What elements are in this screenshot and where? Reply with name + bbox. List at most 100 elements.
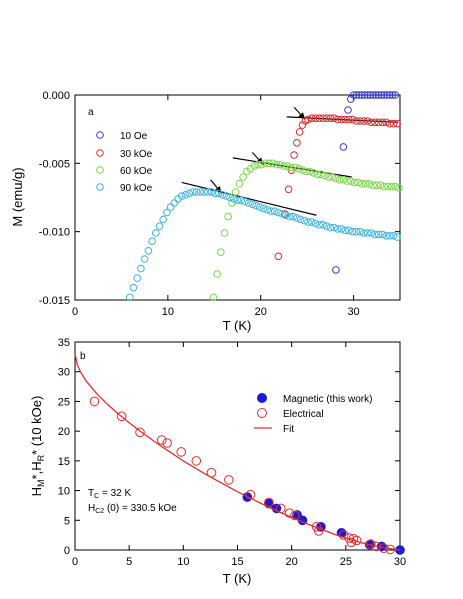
60-koe-point <box>339 175 348 184</box>
60-koe-point <box>309 169 318 177</box>
30-koe-point <box>341 115 350 124</box>
electrical-point <box>290 510 300 521</box>
60-koe-point <box>343 177 351 185</box>
90-koe-point <box>345 226 353 235</box>
60-koe-point <box>254 160 262 169</box>
90-koe-point <box>159 215 167 224</box>
10-oe-point <box>372 91 380 99</box>
90-koe-point <box>163 208 171 217</box>
60-koe-point <box>295 165 303 173</box>
90-koe-point <box>244 199 253 207</box>
30-koe-point <box>290 151 298 159</box>
10-oe-point <box>369 91 377 99</box>
panel-b-xlabel: T (K) <box>223 571 252 586</box>
electrical-point <box>135 427 145 438</box>
panel-a-xlabel: T (K) <box>223 318 252 333</box>
y-tick-label: 0.000 <box>42 90 70 102</box>
60-koe-point <box>317 170 325 179</box>
x-tick-label: 5 <box>126 556 132 568</box>
60-koe-point <box>373 181 381 189</box>
90-koe-point <box>256 203 264 211</box>
60-koe-point <box>220 229 229 237</box>
90-koe-point <box>137 264 145 273</box>
30-koe-point <box>295 128 304 136</box>
90-koe-point <box>363 229 372 237</box>
10-oe-point <box>352 91 361 99</box>
electrical-point <box>245 489 256 500</box>
panel-a-legend: 10 Oe 30 kOe 60 kOe 90 kOe <box>96 131 153 194</box>
electrical-point <box>224 475 234 485</box>
90-koe-point <box>200 188 208 196</box>
90-koe-point <box>293 214 301 222</box>
90-koe-point <box>389 232 398 240</box>
60-koe-point <box>209 293 218 302</box>
30-koe-point <box>311 114 320 122</box>
60-koe-point <box>213 270 221 278</box>
panel-a-ticks <box>74 94 400 301</box>
90-koe-point <box>126 293 134 302</box>
60-koe-point <box>272 160 281 169</box>
90-koe-point <box>152 229 160 237</box>
30-koe-point <box>308 114 316 122</box>
10-oe-point <box>349 91 358 99</box>
60-koe-point <box>358 180 366 188</box>
y-tick-label: 15 <box>58 456 70 468</box>
30-koe-point <box>393 119 402 128</box>
legend-electrical-label: Electrical <box>283 409 324 420</box>
60-koe-point <box>224 212 232 221</box>
legend-magnetic-marker <box>257 393 267 403</box>
x-tick-label: 0 <box>72 306 78 318</box>
30-koe-point <box>378 118 387 127</box>
60-koe-point <box>231 188 240 196</box>
90-koe-point <box>222 192 231 200</box>
60-koe-point <box>239 173 247 181</box>
30-koe-point <box>345 115 353 124</box>
30-koe-point <box>389 119 398 128</box>
90-koe-point <box>308 218 316 226</box>
electrical-point <box>89 396 100 407</box>
90-koe-point <box>360 229 368 237</box>
90-koe-point <box>230 195 238 203</box>
90-koe-point <box>274 208 283 217</box>
60-koe-point <box>261 159 270 168</box>
90-koe-point <box>270 207 279 215</box>
electrical-point <box>162 438 172 448</box>
10-oe-point <box>360 91 369 99</box>
60-koe-point <box>335 175 344 184</box>
90-koe-point <box>322 222 331 230</box>
y-tick-label: 35 <box>58 337 70 349</box>
60-koe-point <box>365 180 374 188</box>
10-oe-point <box>344 106 352 114</box>
y-tick-label: -0.010 <box>39 227 70 239</box>
x-tick-label: 30 <box>347 306 359 318</box>
90-koe-point <box>133 274 141 282</box>
electrical-point <box>284 508 295 519</box>
y-tick-label: -0.015 <box>39 295 70 307</box>
x-tick-label: 20 <box>255 306 267 318</box>
90-koe-point <box>326 223 335 232</box>
linear-fit-line <box>181 181 317 216</box>
30-koe-point <box>386 119 394 128</box>
90-koe-point <box>289 212 298 221</box>
panel-a-arrows <box>210 106 306 194</box>
60-koe-point <box>391 182 400 191</box>
electrical-point <box>176 447 186 457</box>
90-koe-point <box>155 222 164 230</box>
30-koe-point <box>334 115 342 124</box>
90-koe-point <box>352 227 361 236</box>
60-koe-point <box>291 163 299 172</box>
60-koe-point <box>265 159 273 168</box>
30-koe-point <box>293 139 301 147</box>
60-koe-point <box>387 182 396 191</box>
panel-a-frame <box>74 94 401 301</box>
10-oe-point <box>363 91 372 99</box>
90-koe-point <box>248 200 257 209</box>
90-koe-point <box>348 227 357 236</box>
10-oe-point <box>380 91 389 99</box>
90-koe-point <box>233 196 242 204</box>
90-koe-point <box>181 191 190 199</box>
30-koe-point <box>284 185 293 194</box>
y-tick-label: 30 <box>58 367 70 379</box>
30-koe-point <box>304 115 312 124</box>
90-koe-point <box>196 188 205 196</box>
